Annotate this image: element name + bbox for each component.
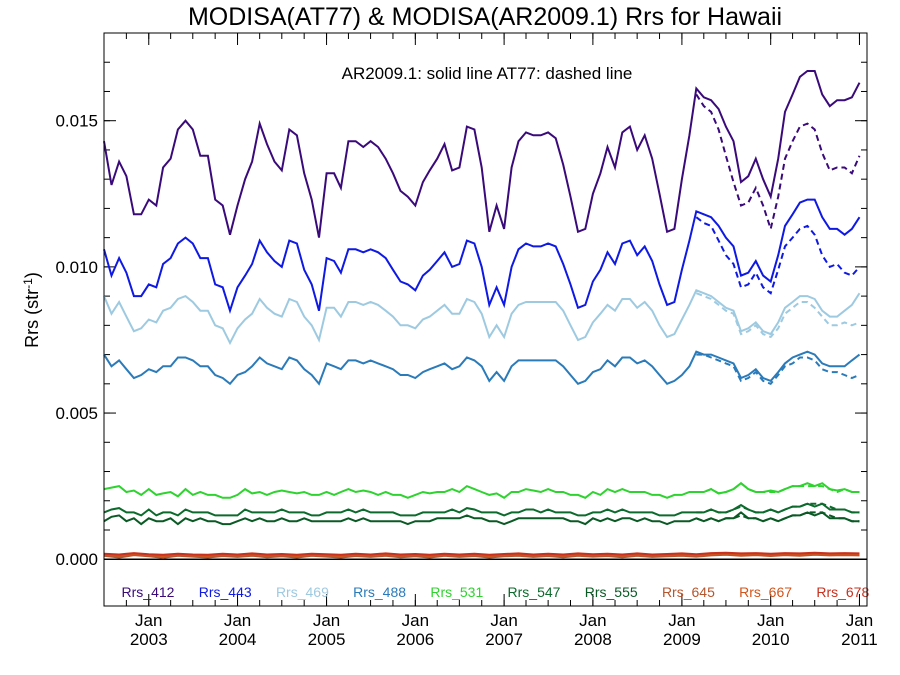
x-tick-label-year: 2005: [308, 630, 346, 649]
x-tick-label-year: 2008: [574, 630, 612, 649]
rrs-469-ar2009-solid-line: [103, 289, 861, 346]
rrs-555-ar2009-solid-line: [103, 511, 860, 526]
chart-subtitle: AR2009.1: solid line AT77: dashed line: [342, 64, 633, 83]
y-tick-label: 0.000: [55, 550, 98, 569]
x-tick-label-month: Jan: [668, 611, 695, 630]
x-tick-label-year: 2004: [219, 630, 257, 649]
x-tick-label-year: 2009: [663, 630, 701, 649]
rrs-645-ar2009-solid-line: [103, 553, 860, 559]
x-tick-label-month: Jan: [579, 611, 606, 630]
legend-item-rrs-547: Rrs_547: [508, 584, 561, 600]
legend: Rrs_412 Rrs_443 Rrs_469 Rrs_488 Rrs_531 Rrs_5…: [122, 584, 870, 600]
x-tick-label-year: 2006: [396, 630, 434, 649]
x-tick-label-month: Jan: [224, 611, 251, 630]
rrs-412-at77-dashed-line: [695, 93, 861, 233]
legend-item-rrs-412: Rrs_412: [122, 584, 175, 600]
legend-item-rrs-555: Rrs_555: [585, 584, 638, 600]
legend-item-rrs-443: Rrs_443: [199, 584, 252, 600]
x-tick-label-year: 2007: [485, 630, 523, 649]
rrs-443-ar2009-solid-line: [103, 198, 861, 315]
rrs-443-at77-dashed-line: [695, 216, 861, 295]
y-axis-label: Rrs (str-1): [21, 272, 42, 348]
x-tick-label-year: 2003: [130, 630, 168, 649]
rrs-678-ar2009-solid-line: [103, 551, 860, 556]
legend-item-rrs-469: Rrs_469: [276, 584, 329, 600]
rrs-547-ar2009-solid-line: [103, 502, 860, 517]
series-lines: [103, 70, 867, 560]
rrs-547-at77-dashed-line: [696, 502, 860, 514]
y-tick-label: 0.015: [55, 112, 98, 131]
y-tick-label: 0.005: [55, 404, 98, 423]
rrs-469-at77-dashed-line: [695, 292, 860, 339]
x-tick-label-month: Jan: [757, 611, 784, 630]
rrs-412-ar2009-solid-line: [103, 70, 861, 238]
x-tick-label-month: Jan: [490, 611, 517, 630]
rrs-531-ar2009-solid-line: [103, 481, 860, 500]
y-tick-label: 0.010: [55, 258, 98, 277]
x-tick-label-month: Jan: [313, 611, 340, 630]
x-tick-label-month: Jan: [846, 611, 873, 630]
x-tick-label-year: 2010: [752, 630, 790, 649]
plot-frame: [103, 32, 868, 607]
legend-item-rrs-667: Rrs_667: [739, 584, 792, 600]
x-tick-label-month: Jan: [135, 611, 162, 630]
legend-item-rrs-531: Rrs_531: [430, 584, 483, 600]
legend-item-rrs-678: Rrs_678: [816, 584, 869, 600]
chart-title: MODISA(AT77) & MODISA(AR2009.1) Rrs for …: [188, 3, 782, 31]
y-axis-ticks: 0.000 0.005 0.010 0.015: [55, 61, 867, 569]
x-tick-label-month: Jan: [402, 611, 429, 630]
x-tick-label-year: 2011: [841, 630, 878, 649]
legend-item-rrs-645: Rrs_645: [662, 584, 715, 600]
rrs-555-at77-dashed-line: [695, 511, 860, 523]
rrs-488-at77-dashed-line: [696, 353, 860, 385]
legend-item-rrs-488: Rrs_488: [353, 584, 406, 600]
rrs-488-ar2009-solid-line: [103, 350, 861, 386]
x-axis-ticks: Jan2003Jan2004Jan2005Jan2006Jan2007Jan20…: [103, 33, 878, 649]
